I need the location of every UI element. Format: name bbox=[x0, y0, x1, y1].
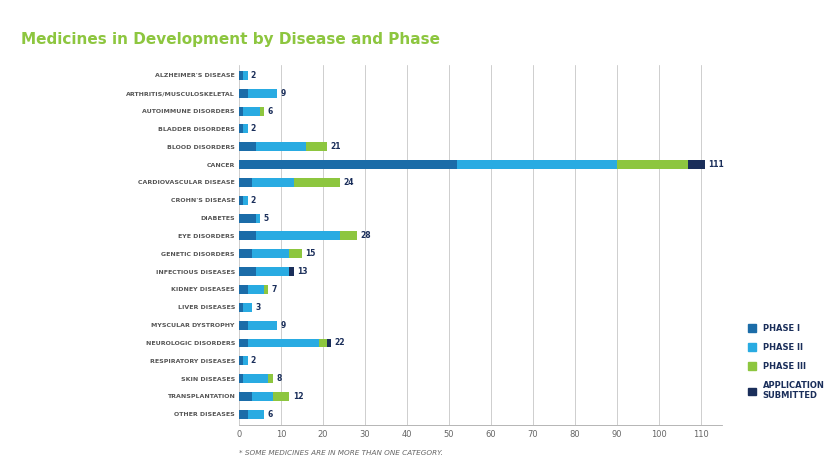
Bar bbox=[294, 178, 340, 187]
Text: 13: 13 bbox=[297, 267, 308, 276]
Bar bbox=[319, 339, 327, 347]
Bar bbox=[248, 321, 277, 329]
Bar bbox=[239, 89, 248, 97]
Text: 6: 6 bbox=[268, 410, 273, 419]
Text: 15: 15 bbox=[305, 249, 315, 258]
Bar bbox=[340, 231, 357, 240]
Text: 12: 12 bbox=[293, 392, 304, 401]
Text: 22: 22 bbox=[335, 339, 346, 347]
Text: 2: 2 bbox=[251, 356, 256, 365]
Bar bbox=[239, 285, 248, 294]
Bar bbox=[457, 160, 617, 169]
Bar bbox=[260, 107, 264, 116]
Bar bbox=[239, 213, 256, 223]
Text: 21: 21 bbox=[331, 142, 341, 151]
Text: 28: 28 bbox=[360, 231, 371, 240]
Bar bbox=[239, 410, 248, 419]
Bar bbox=[239, 267, 256, 276]
Bar bbox=[239, 124, 243, 134]
Bar bbox=[268, 374, 273, 383]
Text: 2: 2 bbox=[251, 124, 256, 134]
Bar bbox=[256, 231, 340, 240]
Bar bbox=[239, 107, 243, 116]
Bar bbox=[239, 178, 252, 187]
Bar bbox=[252, 178, 294, 187]
Bar bbox=[289, 249, 302, 258]
Legend: PHASE I, PHASE II, PHASE III, APPLICATION
SUBMITTED: PHASE I, PHASE II, PHASE III, APPLICATIO… bbox=[745, 322, 827, 403]
Bar bbox=[252, 392, 273, 401]
Bar bbox=[248, 410, 264, 419]
Bar bbox=[239, 392, 252, 401]
Bar bbox=[289, 267, 294, 276]
Bar bbox=[239, 196, 243, 205]
Bar bbox=[243, 124, 248, 134]
Bar bbox=[239, 160, 457, 169]
Bar bbox=[243, 107, 260, 116]
Bar bbox=[239, 71, 243, 80]
Bar bbox=[273, 392, 289, 401]
Bar bbox=[239, 249, 252, 258]
Bar bbox=[239, 321, 248, 329]
Text: 24: 24 bbox=[343, 178, 354, 187]
Text: 2: 2 bbox=[251, 196, 256, 205]
Bar bbox=[617, 160, 688, 169]
Bar bbox=[239, 142, 256, 151]
Text: 2: 2 bbox=[251, 71, 256, 80]
Bar bbox=[327, 339, 331, 347]
Bar bbox=[306, 142, 327, 151]
Bar bbox=[239, 231, 256, 240]
Bar bbox=[243, 71, 248, 80]
Text: 9: 9 bbox=[280, 89, 285, 98]
Bar bbox=[248, 89, 277, 97]
Bar bbox=[256, 267, 289, 276]
Text: 3: 3 bbox=[255, 303, 260, 312]
Text: 8: 8 bbox=[276, 374, 281, 383]
Bar bbox=[243, 196, 248, 205]
Bar bbox=[243, 303, 252, 312]
Bar bbox=[248, 285, 264, 294]
Bar bbox=[252, 249, 289, 258]
Bar bbox=[239, 339, 248, 347]
Bar bbox=[256, 213, 260, 223]
Text: Medicines in Development by Disease and Phase: Medicines in Development by Disease and … bbox=[21, 32, 440, 47]
Bar bbox=[256, 142, 306, 151]
Text: 7: 7 bbox=[272, 285, 277, 294]
Text: 111: 111 bbox=[708, 160, 724, 169]
Bar bbox=[239, 374, 243, 383]
Bar bbox=[239, 356, 243, 365]
Bar bbox=[243, 356, 248, 365]
Bar bbox=[264, 285, 268, 294]
Bar bbox=[239, 303, 243, 312]
Text: 5: 5 bbox=[263, 213, 268, 223]
Bar bbox=[243, 374, 268, 383]
Text: 6: 6 bbox=[268, 107, 273, 116]
Bar bbox=[248, 339, 319, 347]
Text: 9: 9 bbox=[280, 321, 285, 330]
Text: * SOME MEDICINES ARE IN MORE THAN ONE CATEGORY.: * SOME MEDICINES ARE IN MORE THAN ONE CA… bbox=[239, 450, 443, 456]
Bar bbox=[688, 160, 705, 169]
